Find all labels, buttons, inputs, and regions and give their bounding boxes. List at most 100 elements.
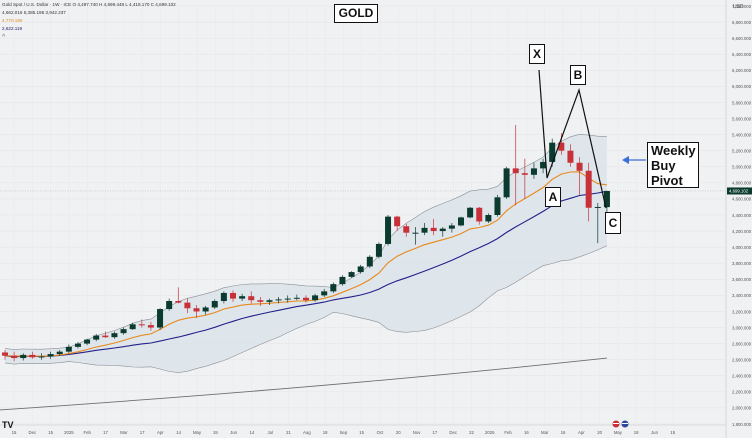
bb-lower-line [4,245,608,373]
candle-body [38,356,45,358]
candle-body [120,329,127,334]
candle-body [503,168,510,198]
candle-body [357,266,364,273]
candle-body [129,324,136,330]
candle-body [375,243,382,257]
x-tick-label: 21 [286,430,291,435]
candle-body [385,216,392,244]
x-tick-label: Jul [267,430,273,435]
x-tick-label: Apr [157,430,164,435]
x-tick-label: Mar [120,430,128,435]
label-x: X [529,44,545,64]
label-b: B [570,65,586,85]
y-tick-label: 4,000.000 [732,245,752,250]
x-tick-label: 15 [48,430,53,435]
y-tick-label: 3,800.000 [732,261,752,266]
y-tick-label: 2,000.000 [732,406,752,411]
y-tick-label: 3,600.000 [732,277,752,282]
bb-basis-line [4,190,608,358]
candle-body [366,256,373,267]
ema-value: 4,770.190 [2,18,23,23]
x-tick-label: 19 [213,430,218,435]
x-tick-label: 2025 [64,430,74,435]
y-tick-label: 6,000.000 [732,84,752,89]
candle-body [157,309,164,328]
candle-body [138,324,145,326]
x-tick-label: May [614,430,623,435]
candle-body [567,150,574,163]
note-line-3: Pivot [651,173,683,188]
note-line-2: Buy [651,158,676,173]
y-tick-label: 4,400.000 [732,213,752,218]
candle-body [211,301,218,308]
pivot-arrow-head [622,156,629,164]
candle-body [11,355,18,359]
x-tick-label: 16 [561,430,566,435]
y-tick-label: 2,800.000 [732,341,752,346]
y-tick-label: 4,200.000 [732,229,752,234]
candle-body [284,298,291,300]
candle-body [540,161,547,169]
x-tick-label: 16 [524,430,529,435]
candle-body [111,333,118,338]
x-tick-label: Sep [340,430,348,435]
x-tick-label: 2026 [485,430,495,435]
candle-body [220,292,227,302]
pattern-lines [538,69,646,209]
last-price-label: 4,699.102 [729,189,749,194]
y-tick-label: 5,000.000 [732,165,752,170]
x-tick-label: Apr [578,430,585,435]
x-tick-label: 14 [250,430,255,435]
x-tick-label: 14 [176,430,181,435]
candle-body [549,142,556,162]
candle-body [20,354,27,359]
candle-body [585,170,592,208]
x-tick-label: Aug [303,430,311,435]
y-tick-label: 4,800.000 [732,181,752,186]
y-tick-label: 5,800.000 [732,100,752,105]
candle-body [476,207,483,222]
sma-value: 2,622.119 [2,26,23,31]
y-tick-label: 5,400.000 [732,132,752,137]
candle-body [293,297,300,299]
candle-body [193,308,200,312]
candle-body [266,300,273,302]
y-tick-label: 5,600.000 [732,116,752,121]
chart-title: GOLD [334,4,378,23]
last-price-badge [727,187,752,195]
y-tick-label: 5,200.000 [732,148,752,153]
collapse-icon[interactable]: ^ [2,34,6,41]
x-tick-label: Jun [651,430,659,435]
x-tick-label: Feb [504,430,512,435]
candle-body [339,276,346,285]
x-axis: 15 Dec 15 2025 Feb 17 Mar 17 Apr 14 May 19 Jun 14 Jul 2… [0,424,726,435]
x-tick-label: May [193,430,202,435]
candle-body [403,226,410,233]
candle-body [230,292,236,299]
x-tick-label: 15 [359,430,364,435]
candle-body [421,227,428,233]
candle-body [202,307,209,312]
symbol-line: Gold Spot / U.S. Dollar · 1W · ICE [2,2,72,7]
candle-body [248,296,255,301]
tradingview-logo-icon[interactable]: TV [2,420,14,430]
candle-body [458,217,464,226]
flag-icons [612,420,632,430]
y-tick-label: 7,000.000 [732,4,752,9]
note-line-1: Weekly [651,143,696,158]
candle-body [29,354,36,358]
candle-body [448,225,455,229]
candle-body [65,346,72,352]
x-tick-label: Dec [28,430,36,435]
candle-body [558,142,565,151]
y-tick-label: 6,600.000 [732,36,752,41]
x-tick-label: 17 [103,430,108,435]
x-tick-label: 18 [323,430,328,435]
ohlc-line: O 4,497.740 H 4,699.448 L 4,418.170 C 4,… [72,2,176,7]
bb-values: 4,662.016 5,385.198 3,942.237 [2,10,66,15]
candle-body [302,297,309,301]
candle-body [439,228,446,232]
candle-body [521,173,528,175]
